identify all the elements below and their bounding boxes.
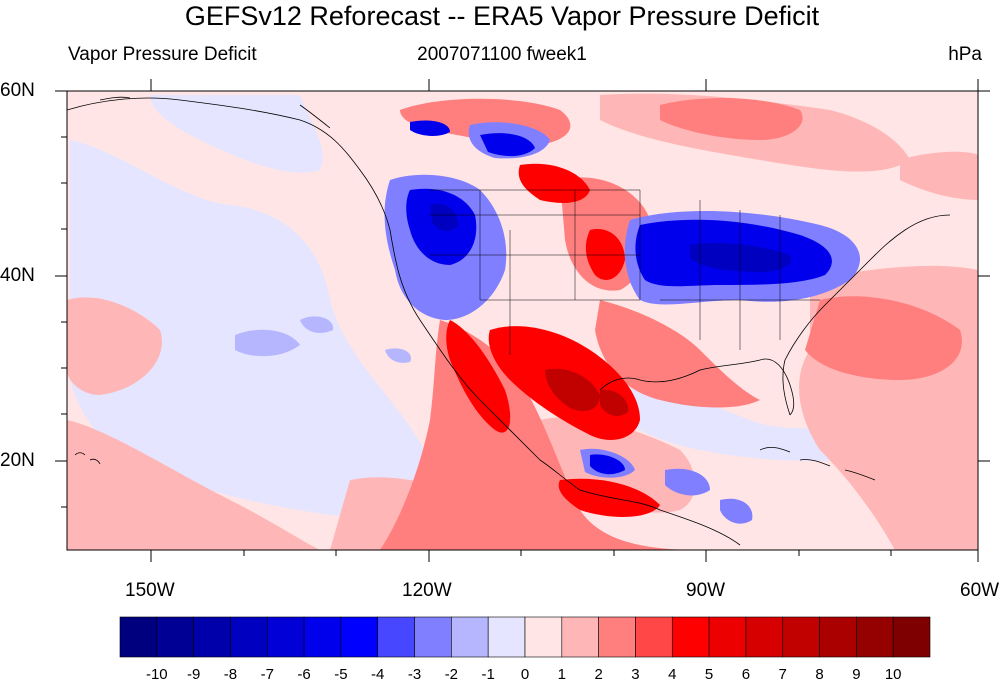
- colorbar-label: -6: [297, 666, 311, 683]
- pacific-light-blue-patches: [235, 316, 411, 363]
- colorbar-swatch: [156, 616, 194, 658]
- colorbar-label: 2: [594, 666, 603, 683]
- colorbar-swatch: [524, 616, 563, 658]
- units-label: hPa: [948, 44, 982, 65]
- colorbar-swatch: [377, 616, 415, 658]
- colorbar-swatch: [230, 616, 268, 658]
- lat-label-60n: 60N: [0, 80, 35, 101]
- colorbar-label: 6: [741, 666, 751, 683]
- colorbar-swatch: [119, 616, 158, 658]
- lat-label-20n: 20N: [0, 450, 35, 471]
- colorbar-label: 9: [852, 666, 861, 683]
- colorbar-swatch: [193, 616, 231, 658]
- variable-label: Vapor Pressure Deficit: [68, 44, 257, 65]
- colorbar-label: -9: [186, 666, 201, 683]
- colorbar-swatch: [671, 616, 710, 658]
- colorbar-swatch: [708, 616, 747, 658]
- lon-label-90w: 90W: [686, 580, 726, 601]
- plot-title: GEFSv12 Reforecast -- ERA5 Vapor Pressur…: [184, 1, 820, 31]
- colorbar-swatch: [303, 616, 342, 658]
- colorbar-swatch: [266, 616, 305, 658]
- lon-label-120w: 120W: [402, 580, 452, 601]
- colorbar-swatch: [745, 616, 784, 658]
- colorbar-label: 4: [668, 666, 677, 683]
- map-frame: [66, 90, 979, 551]
- lat-label-40n: 40N: [0, 265, 35, 286]
- colorbar-swatch: [782, 616, 820, 658]
- colorbar-label: -3: [407, 666, 422, 683]
- colorbar-label: -4: [371, 666, 385, 683]
- lon-ticks: [150, 79, 979, 562]
- colorbar-swatch: [451, 616, 489, 658]
- colorbar-label: -10: [145, 666, 168, 683]
- lon-label-150w: 150W: [125, 580, 175, 601]
- colorbar-swatch: [414, 616, 452, 658]
- colorbar-swatch: [819, 616, 857, 658]
- colorbar-label: 1: [557, 666, 566, 683]
- colorbar-label: -2: [444, 666, 459, 683]
- colorbar-swatch: [340, 616, 379, 658]
- colorbar: [119, 616, 931, 658]
- colorbar-label: 3: [631, 666, 640, 683]
- colorbar-swatch: [635, 616, 673, 658]
- date-label: 2007071100 fweek1: [417, 44, 587, 65]
- colorbar-label: -5: [334, 666, 348, 683]
- colorbar-label: 7: [778, 666, 787, 683]
- colorbar-label: -7: [260, 666, 274, 683]
- colorbar-swatch: [856, 616, 894, 658]
- colorbar-label: 10: [884, 666, 902, 683]
- coastlines: [67, 96, 951, 546]
- colorbar-label: -8: [223, 666, 238, 683]
- colorbar-label: 5: [704, 666, 714, 683]
- lon-label-60w: 60W: [960, 580, 1000, 601]
- colorbar-swatch: [487, 616, 526, 658]
- colorbar-swatch: [598, 616, 636, 658]
- lat-ticks: [55, 90, 990, 508]
- state-borders: [430, 189, 820, 355]
- colorbar-label: 8: [815, 666, 824, 683]
- colorbar-swatch: [892, 616, 931, 658]
- negative-vpd-darkest: [430, 203, 791, 272]
- colorbar-label: -1: [481, 666, 495, 683]
- colorbar-swatch: [561, 616, 599, 658]
- colorbar-label: 0: [520, 666, 530, 683]
- positive-vpd-darkest: [545, 368, 629, 416]
